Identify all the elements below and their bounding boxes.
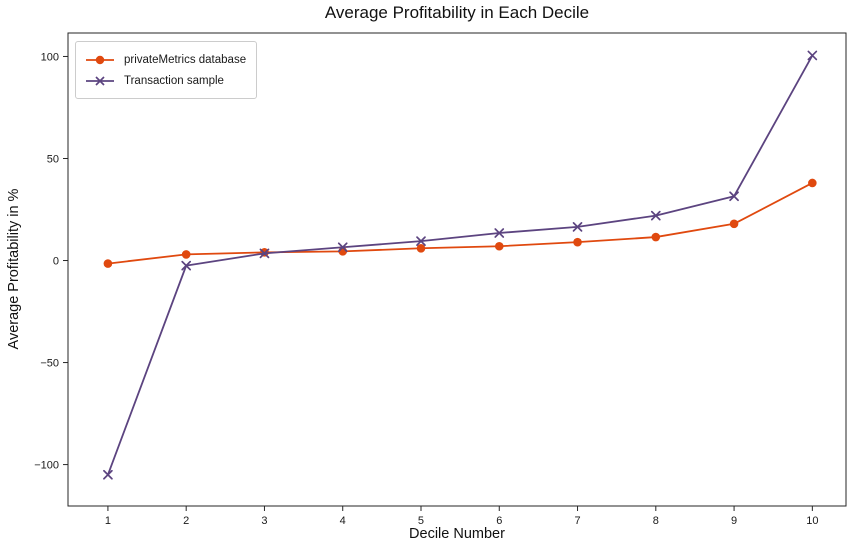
chart-title: Average Profitability in Each Decile [324,3,590,22]
data-point-x [259,248,270,259]
y-tick-label: 50 [47,153,59,165]
data-point-x [572,222,583,232]
data-point-x [337,242,348,253]
x-axis-label: Decile Number [409,526,505,542]
data-point-circle [808,178,817,188]
y-tick-label: −100 [34,459,59,471]
data-point-circle [103,259,113,268]
data-point-circle [416,243,426,253]
data-point-circle [573,237,582,247]
data-point-x [181,260,192,271]
x-tick-label: 6 [496,515,502,527]
x-tick-label: 7 [574,515,580,527]
x-tick-label: 9 [731,515,737,527]
data-point-circle [651,232,661,242]
legend: privateMetrics database Transaction samp… [75,41,258,99]
legend-item-private-metrics: privateMetrics database [85,49,246,70]
data-point-circle [494,241,504,251]
y-tick-label: −50 [40,357,59,369]
x-tick-label: 3 [261,515,267,527]
x-tick-label: 5 [418,515,424,527]
legend-label: Transaction sample [124,74,224,87]
x-tick-label: 10 [806,515,818,527]
data-point-x [494,228,505,238]
series-line-1 [107,55,814,476]
legend-line-circle-icon [86,55,114,64]
y-tick-label: 0 [53,255,59,267]
x-tick-label: 4 [340,515,346,527]
legend-label: privateMetrics database [124,53,247,66]
data-point-circle [181,250,191,259]
x-tick-label: 2 [183,515,189,527]
x-tick-label: 8 [653,515,659,527]
y-tick-label: 100 [41,51,59,63]
y-axis-label: Average Profitability in % [6,188,22,350]
data-point-circle [729,219,739,229]
data-point-x [807,50,818,61]
legend-item-transaction-sample: Transaction sample [85,70,246,91]
plot-border [67,32,847,507]
data-point-x [103,469,113,480]
data-point-x [650,210,661,221]
x-tick-label: 1 [105,515,111,527]
legend-line-x-icon [86,75,114,86]
series-line-0 [107,182,813,265]
data-point-x [729,191,739,202]
data-point-x [416,236,426,246]
